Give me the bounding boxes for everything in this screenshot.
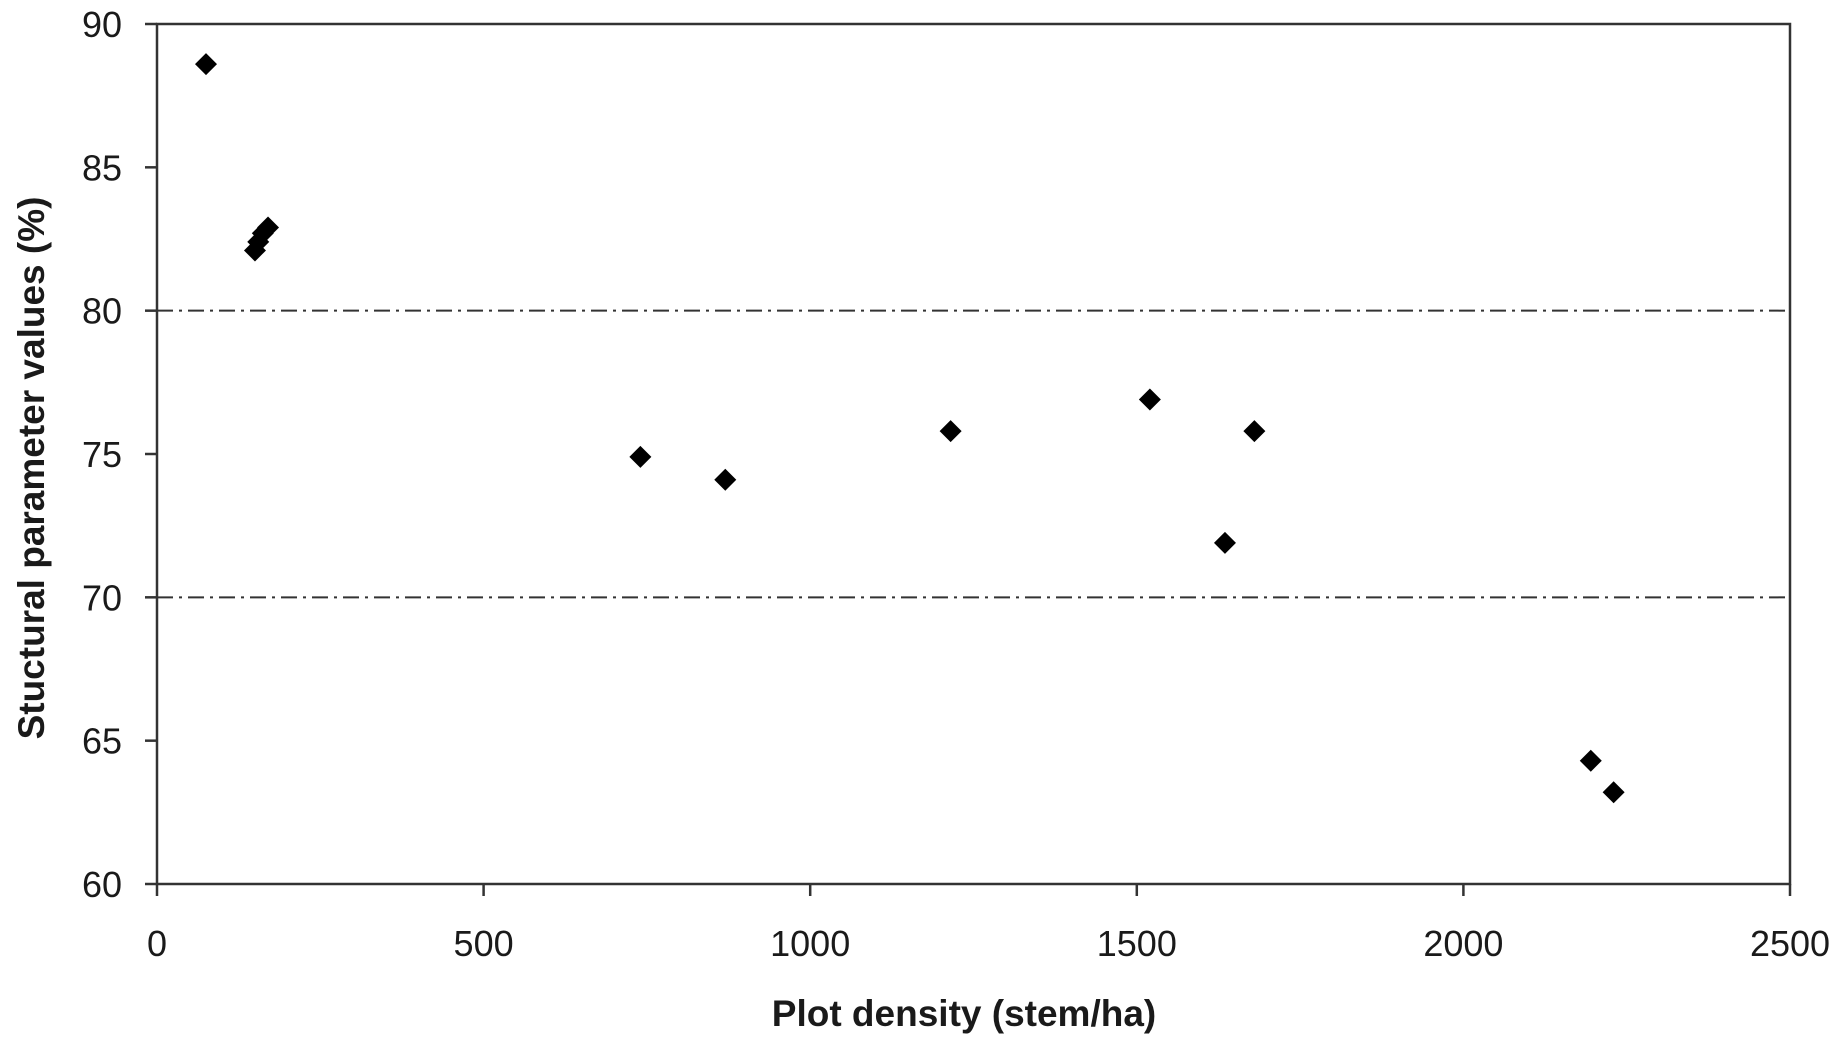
y-tick-label: 75: [82, 434, 122, 475]
y-axis-label: Stuctural parameter values (%): [11, 197, 52, 740]
y-tick-label: 90: [82, 4, 122, 45]
x-tick-label: 1000: [770, 923, 850, 964]
x-tick-label: 1500: [1097, 923, 1177, 964]
data-point: [243, 239, 266, 262]
x-tick-label: 0: [147, 923, 167, 964]
x-axis-label: Plot density (stem/ha): [772, 993, 1156, 1034]
data-point: [194, 53, 217, 76]
y-tick-label: 80: [82, 291, 122, 332]
x-tick-label: 2500: [1750, 923, 1830, 964]
reference-lines: [157, 309, 1790, 599]
x-tick-label: 2000: [1423, 923, 1503, 964]
data-points: [194, 53, 1625, 804]
y-tick-label: 60: [82, 864, 122, 905]
data-point: [1213, 531, 1236, 554]
y-tick-label: 65: [82, 721, 122, 762]
y-axis-ticks: 60 65 70 75 80 85 90: [82, 4, 157, 905]
data-point: [629, 445, 652, 468]
data-point: [1579, 749, 1602, 772]
data-point: [1602, 781, 1625, 804]
x-tick-label: 500: [454, 923, 514, 964]
data-point: [939, 420, 962, 443]
data-point: [714, 468, 737, 491]
data-point: [1138, 388, 1161, 411]
y-tick-label: 85: [82, 147, 122, 188]
data-point: [1243, 420, 1266, 443]
x-axis-ticks: 0 500 1000 1500 2000 2500: [147, 884, 1830, 964]
y-tick-label: 70: [82, 577, 122, 618]
data-point: [257, 216, 280, 239]
